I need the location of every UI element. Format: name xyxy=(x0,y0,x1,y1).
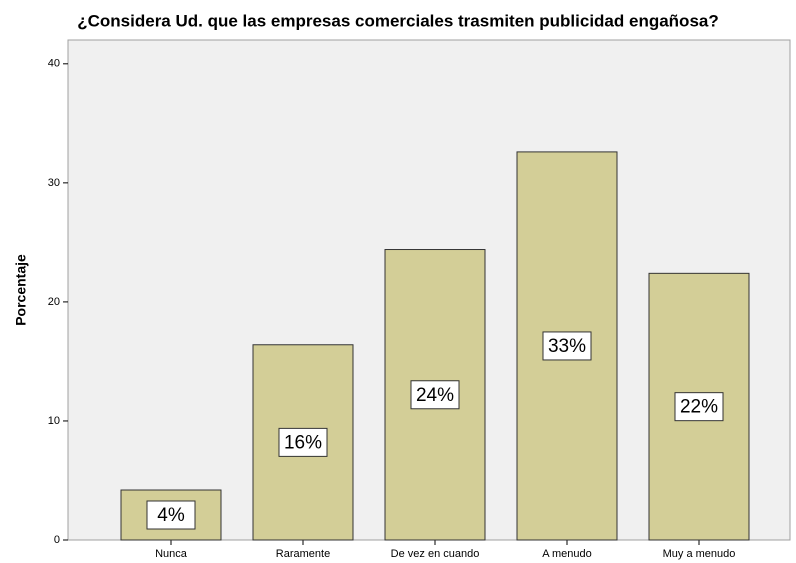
y-axis-label: Porcentaje xyxy=(13,254,29,326)
x-tick-label: De vez en cuando xyxy=(391,548,480,560)
value-label-box xyxy=(410,380,460,410)
chart-title: ¿Considera Ud. que las empresas comercia… xyxy=(77,11,718,30)
value-label: 33% xyxy=(548,336,586,357)
x-tick-label: A menudo xyxy=(542,548,592,560)
y-tick-label: 30 xyxy=(48,177,60,189)
y-tick-label: 20 xyxy=(48,296,60,308)
y-tick-label: 0 xyxy=(54,534,60,546)
x-tick-label: Muy a menudo xyxy=(663,548,736,560)
value-label-box xyxy=(278,427,328,457)
y-tick-label: 10 xyxy=(48,415,60,427)
value-label-box xyxy=(674,392,724,422)
value-label: 22% xyxy=(680,397,718,418)
y-tick-label: 40 xyxy=(48,58,60,70)
x-tick-label: Nunca xyxy=(155,548,188,560)
value-label-box xyxy=(146,500,196,530)
value-label: 24% xyxy=(416,385,454,406)
value-label: 16% xyxy=(284,432,322,453)
x-tick-label: Raramente xyxy=(276,548,330,560)
value-label-box xyxy=(542,331,592,361)
value-label: 4% xyxy=(157,505,185,526)
